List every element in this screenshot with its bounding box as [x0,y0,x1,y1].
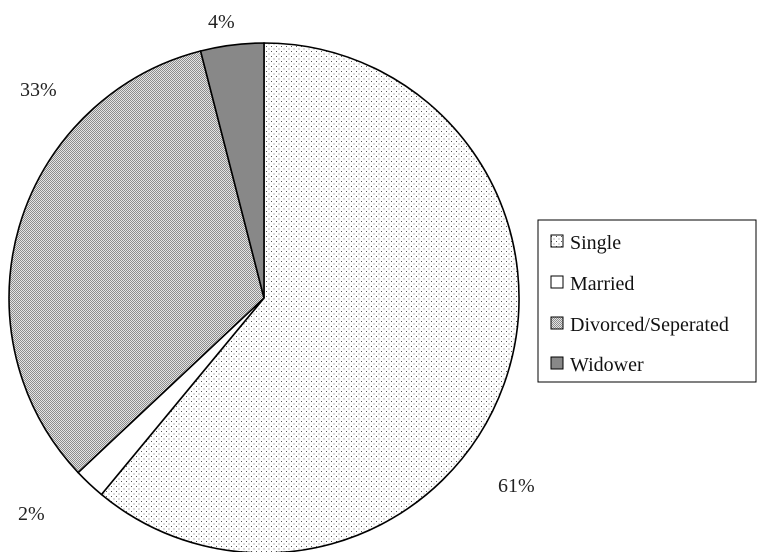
slice-label-divorced: 33% [20,79,57,101]
legend-swatch-widower [550,356,564,370]
legend-label-widower: Widower [570,354,644,376]
legend-swatch-single [550,234,564,248]
percentage-labels: 61% 2% 33% 4% [18,11,535,525]
slice-label-widower: 4% [208,11,235,33]
legend-box [537,219,757,383]
pie-slice-divorced [8,50,265,474]
pie-slice-widower [199,42,265,299]
legend-label-divorced: Divorced/Seperated [570,314,729,336]
pie-slice-single [100,42,520,552]
slice-label-married: 2% [18,503,45,525]
legend-label-married: Married [570,273,634,295]
legend: Single Married Divorced/Seperated Widowe… [537,219,757,383]
slice-label-single: 61% [498,475,535,497]
pie-slices [8,42,520,552]
legend-swatch-married [550,275,564,289]
legend-swatch-divorced [550,316,564,330]
legend-label-single: Single [570,232,621,254]
